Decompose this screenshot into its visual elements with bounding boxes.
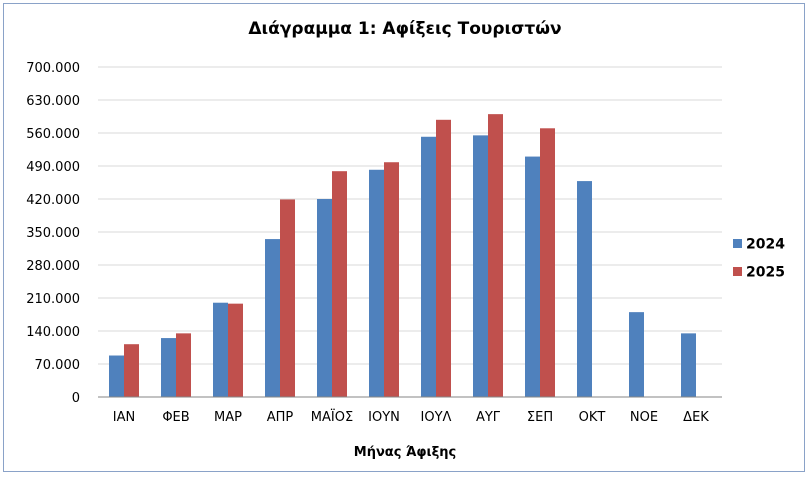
legend-label-2024: 2024 bbox=[746, 237, 785, 253]
bar-2024-ΦΕΒ bbox=[161, 338, 176, 397]
legend: 2024 2025 bbox=[733, 237, 785, 281]
legend-swatch-2024 bbox=[733, 239, 742, 248]
legend-label-2025: 2025 bbox=[746, 265, 785, 281]
bars bbox=[109, 114, 696, 398]
x-axis-label: Μήνας Άφιξης bbox=[354, 445, 456, 460]
bar-2024-ΙΟΥΛ bbox=[421, 136, 436, 397]
bar-2025-ΙΟΥΛ bbox=[436, 119, 451, 398]
x-tick-label: ΝΟΕ bbox=[630, 410, 658, 425]
x-tick-label: ΔΕΚ bbox=[683, 410, 709, 425]
x-tick-label: ΙΟΥΝ bbox=[368, 410, 400, 425]
x-tick-label: ΦΕΒ bbox=[162, 410, 189, 425]
x-tick-label: ΣΕΠ bbox=[527, 410, 553, 425]
y-tick-label: 560.000 bbox=[26, 127, 80, 142]
bar-2025-ΜΑΪΟΣ bbox=[332, 171, 347, 397]
bar-2024-ΙΟΥΝ bbox=[369, 169, 384, 397]
bar-2024-ΔΕΚ bbox=[681, 333, 696, 397]
bar-2024-ΑΠΡ bbox=[265, 239, 280, 397]
bar-2024-ΝΟΕ bbox=[629, 312, 644, 397]
bar-2024-ΜΑΪΟΣ bbox=[317, 199, 332, 397]
bar-2024-ΙΑΝ bbox=[109, 355, 124, 397]
bar-2025-ΑΠΡ bbox=[280, 199, 295, 397]
x-tick-label: ΟΚΤ bbox=[579, 410, 606, 425]
x-tick-label: ΑΠΡ bbox=[267, 410, 294, 425]
bar-2025-ΙΑΝ bbox=[124, 344, 139, 397]
x-tick-label: ΜΑΪΟΣ bbox=[311, 409, 353, 425]
y-tick-label: 280.000 bbox=[26, 259, 80, 274]
y-tick-label: 420.000 bbox=[26, 193, 80, 208]
bar-2024-ΟΚΤ bbox=[577, 181, 592, 397]
y-tick-label: 210.000 bbox=[26, 292, 80, 307]
y-tick-label: 700.000 bbox=[26, 61, 80, 76]
gridlines bbox=[98, 66, 722, 365]
y-tick-label: 70.000 bbox=[35, 358, 81, 373]
bar-2025-ΙΟΥΝ bbox=[384, 162, 399, 397]
legend-swatch-2025 bbox=[733, 267, 742, 276]
bar-2024-ΣΕΠ bbox=[525, 156, 540, 397]
bar-2024-ΜΑΡ bbox=[213, 302, 228, 397]
y-tick-label: 350.000 bbox=[26, 226, 80, 241]
x-tick-label: ΑΥΓ bbox=[476, 410, 501, 425]
bar-2024-ΑΥΓ bbox=[473, 135, 488, 397]
x-tick-label: ΙΟΥΛ bbox=[421, 410, 452, 425]
x-tick-label: ΜΑΡ bbox=[214, 410, 242, 425]
y-tick-label: 490.000 bbox=[26, 160, 80, 175]
chart-title: Διάγραμμα 1: Αφίξεις Τουριστών bbox=[248, 19, 561, 39]
y-tick-label: 0 bbox=[72, 391, 80, 406]
y-tick-label: 140.000 bbox=[26, 325, 80, 340]
x-axis-ticks: ΙΑΝ ΦΕΒ ΜΑΡ ΑΠΡ ΜΑΪΟΣ ΙΟΥΝ ΙΟΥΛ ΑΥΓ ΣΕΠ ΟΚΤ ΝΟΕ ΔΕΚ bbox=[113, 409, 710, 425]
y-axis-ticks: 0 70.000 140.000 210.000 280.000 350.000 420.0… bbox=[26, 61, 80, 406]
bar-2025-ΦΕΒ bbox=[176, 333, 191, 397]
bar-2025-ΜΑΡ bbox=[228, 303, 243, 397]
bar-2025-ΑΥΓ bbox=[488, 114, 503, 398]
y-tick-label: 630.000 bbox=[26, 94, 80, 109]
x-tick-label: ΙΑΝ bbox=[113, 410, 135, 425]
bar-2025-ΣΕΠ bbox=[540, 128, 555, 398]
